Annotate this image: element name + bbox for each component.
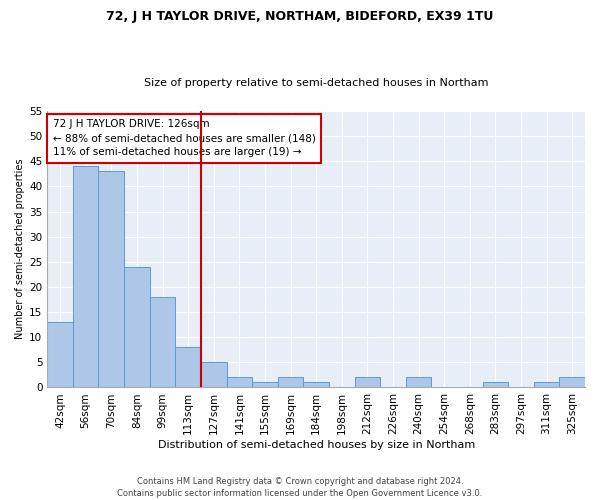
Bar <box>252 382 278 388</box>
Bar <box>124 267 150 388</box>
Bar <box>98 172 124 388</box>
Bar <box>201 362 227 388</box>
Text: 72 J H TAYLOR DRIVE: 126sqm
← 88% of semi-detached houses are smaller (148)
11% : 72 J H TAYLOR DRIVE: 126sqm ← 88% of sem… <box>53 120 316 158</box>
Bar <box>534 382 559 388</box>
Bar <box>304 382 329 388</box>
Bar <box>482 382 508 388</box>
Text: 72, J H TAYLOR DRIVE, NORTHAM, BIDEFORD, EX39 1TU: 72, J H TAYLOR DRIVE, NORTHAM, BIDEFORD,… <box>106 10 494 23</box>
Bar <box>355 378 380 388</box>
Text: Contains HM Land Registry data © Crown copyright and database right 2024.
Contai: Contains HM Land Registry data © Crown c… <box>118 476 482 498</box>
Bar <box>47 322 73 388</box>
Bar <box>150 297 175 388</box>
X-axis label: Distribution of semi-detached houses by size in Northam: Distribution of semi-detached houses by … <box>158 440 475 450</box>
Bar <box>227 378 252 388</box>
Bar <box>559 378 585 388</box>
Bar <box>175 347 201 388</box>
Bar <box>73 166 98 388</box>
Bar <box>406 378 431 388</box>
Title: Size of property relative to semi-detached houses in Northam: Size of property relative to semi-detach… <box>144 78 488 88</box>
Y-axis label: Number of semi-detached properties: Number of semi-detached properties <box>15 159 25 340</box>
Bar <box>278 378 304 388</box>
